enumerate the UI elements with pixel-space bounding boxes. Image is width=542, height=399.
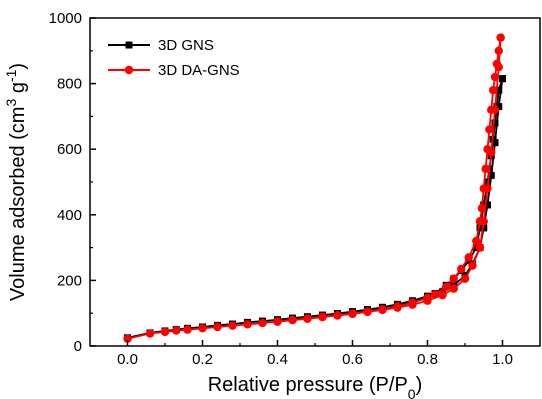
series-2-point [438, 290, 447, 300]
series-1-point [480, 224, 488, 232]
series-2-point [172, 326, 181, 335]
series-2-point [408, 298, 417, 307]
series-2-point [464, 253, 473, 262]
x-axis-title: Relative pressure (P/P0) [208, 374, 423, 399]
series-1-point [484, 201, 491, 209]
series-1-point [499, 75, 506, 83]
y-axis-title-suffix: ) [7, 63, 29, 70]
series-1-point [495, 86, 503, 94]
series-1-desorption-line [277, 78, 504, 321]
series-2-point [160, 327, 170, 337]
series-2-point [430, 290, 440, 299]
series-1-adsorption-line [127, 78, 504, 339]
x-tick-label: 0.4 [267, 351, 288, 368]
y-tick-label: 1000 [49, 10, 82, 27]
series-2-point [363, 307, 372, 316]
series-2-point [213, 322, 222, 332]
series-2-point [449, 284, 458, 293]
series-2-point [243, 320, 252, 329]
x-tick-label: 0.8 [417, 351, 438, 368]
series-2-point [487, 105, 496, 115]
x-axis-title-suffix: ) [416, 374, 423, 396]
legend-label: 3D DA-GNS [158, 62, 240, 79]
series-2-point [481, 164, 490, 174]
series-2-point [494, 46, 503, 55]
x-tick-label: 0.6 [342, 351, 363, 368]
series-2-point [423, 293, 432, 302]
series-2-point [483, 145, 492, 154]
series-2-point [479, 184, 488, 193]
series-2-point [475, 217, 485, 226]
series-2-point [393, 302, 402, 311]
series-1-point [491, 119, 499, 127]
y-axis-title: Volume adsorbed (cm3 g-1) [3, 63, 29, 301]
y-tick-label: 200 [57, 272, 82, 289]
series-2-point [472, 236, 481, 246]
series-2-point [348, 309, 357, 318]
y-tick-label: 0 [74, 338, 82, 355]
series-2-point [460, 274, 470, 283]
series-2 [123, 33, 505, 343]
series-2-point [123, 334, 132, 343]
series-2-point [492, 59, 502, 69]
x-tick-label: 0.0 [117, 351, 138, 368]
series-2-point [258, 318, 267, 328]
y-axis-title-superscript-1: 3 [3, 99, 19, 107]
series-1-point [476, 224, 484, 232]
legend: 3D GNS 3D DA-GNS [108, 37, 240, 79]
legend-marker [125, 41, 133, 49]
x-axis-title-main: Relative pressure (P/P [208, 374, 408, 396]
axis-ticks: 0.0 0.2 0.4 0.6 0.8 1.0 0 200 400 600 800 1000 [49, 10, 513, 368]
y-axis-title-mid: g [7, 82, 29, 99]
y-tick-label: 800 [57, 76, 82, 93]
series-2-point [183, 325, 192, 334]
series-2-point [485, 125, 494, 134]
y-tick-label: 600 [57, 141, 82, 158]
series-2-point [490, 72, 500, 82]
legend-marker [124, 65, 134, 75]
x-axis-title-subscript: 0 [408, 386, 416, 399]
x-tick-label: 0.2 [192, 351, 213, 368]
series-2-point [228, 321, 237, 330]
series-2-point [145, 329, 155, 338]
series-1 [124, 75, 506, 342]
series-2-point [442, 282, 451, 292]
series-2-point [457, 264, 466, 274]
series-2-point [496, 33, 505, 42]
series-2-point [333, 310, 342, 320]
series-2-point [318, 312, 327, 322]
series-2-point [449, 274, 458, 283]
x-tick-label: 1.0 [492, 351, 513, 368]
legend-label: 3D GNS [158, 37, 214, 54]
series-2-point [488, 85, 498, 95]
series-2-point [468, 261, 477, 270]
series-2-point [477, 204, 487, 213]
series-2-point [198, 324, 207, 333]
series-2-point [288, 315, 297, 325]
y-axis-title-superscript-2: -1 [3, 69, 19, 82]
series-2-point [475, 243, 485, 252]
series-2-point [303, 314, 312, 323]
series-2-point [378, 305, 387, 314]
series-1-point [487, 171, 495, 179]
y-axis-title-main: Volume adsorbed (cm [7, 107, 29, 302]
series-2-point [273, 317, 282, 326]
y-tick-label: 400 [57, 207, 82, 224]
plot-marks [123, 33, 506, 343]
